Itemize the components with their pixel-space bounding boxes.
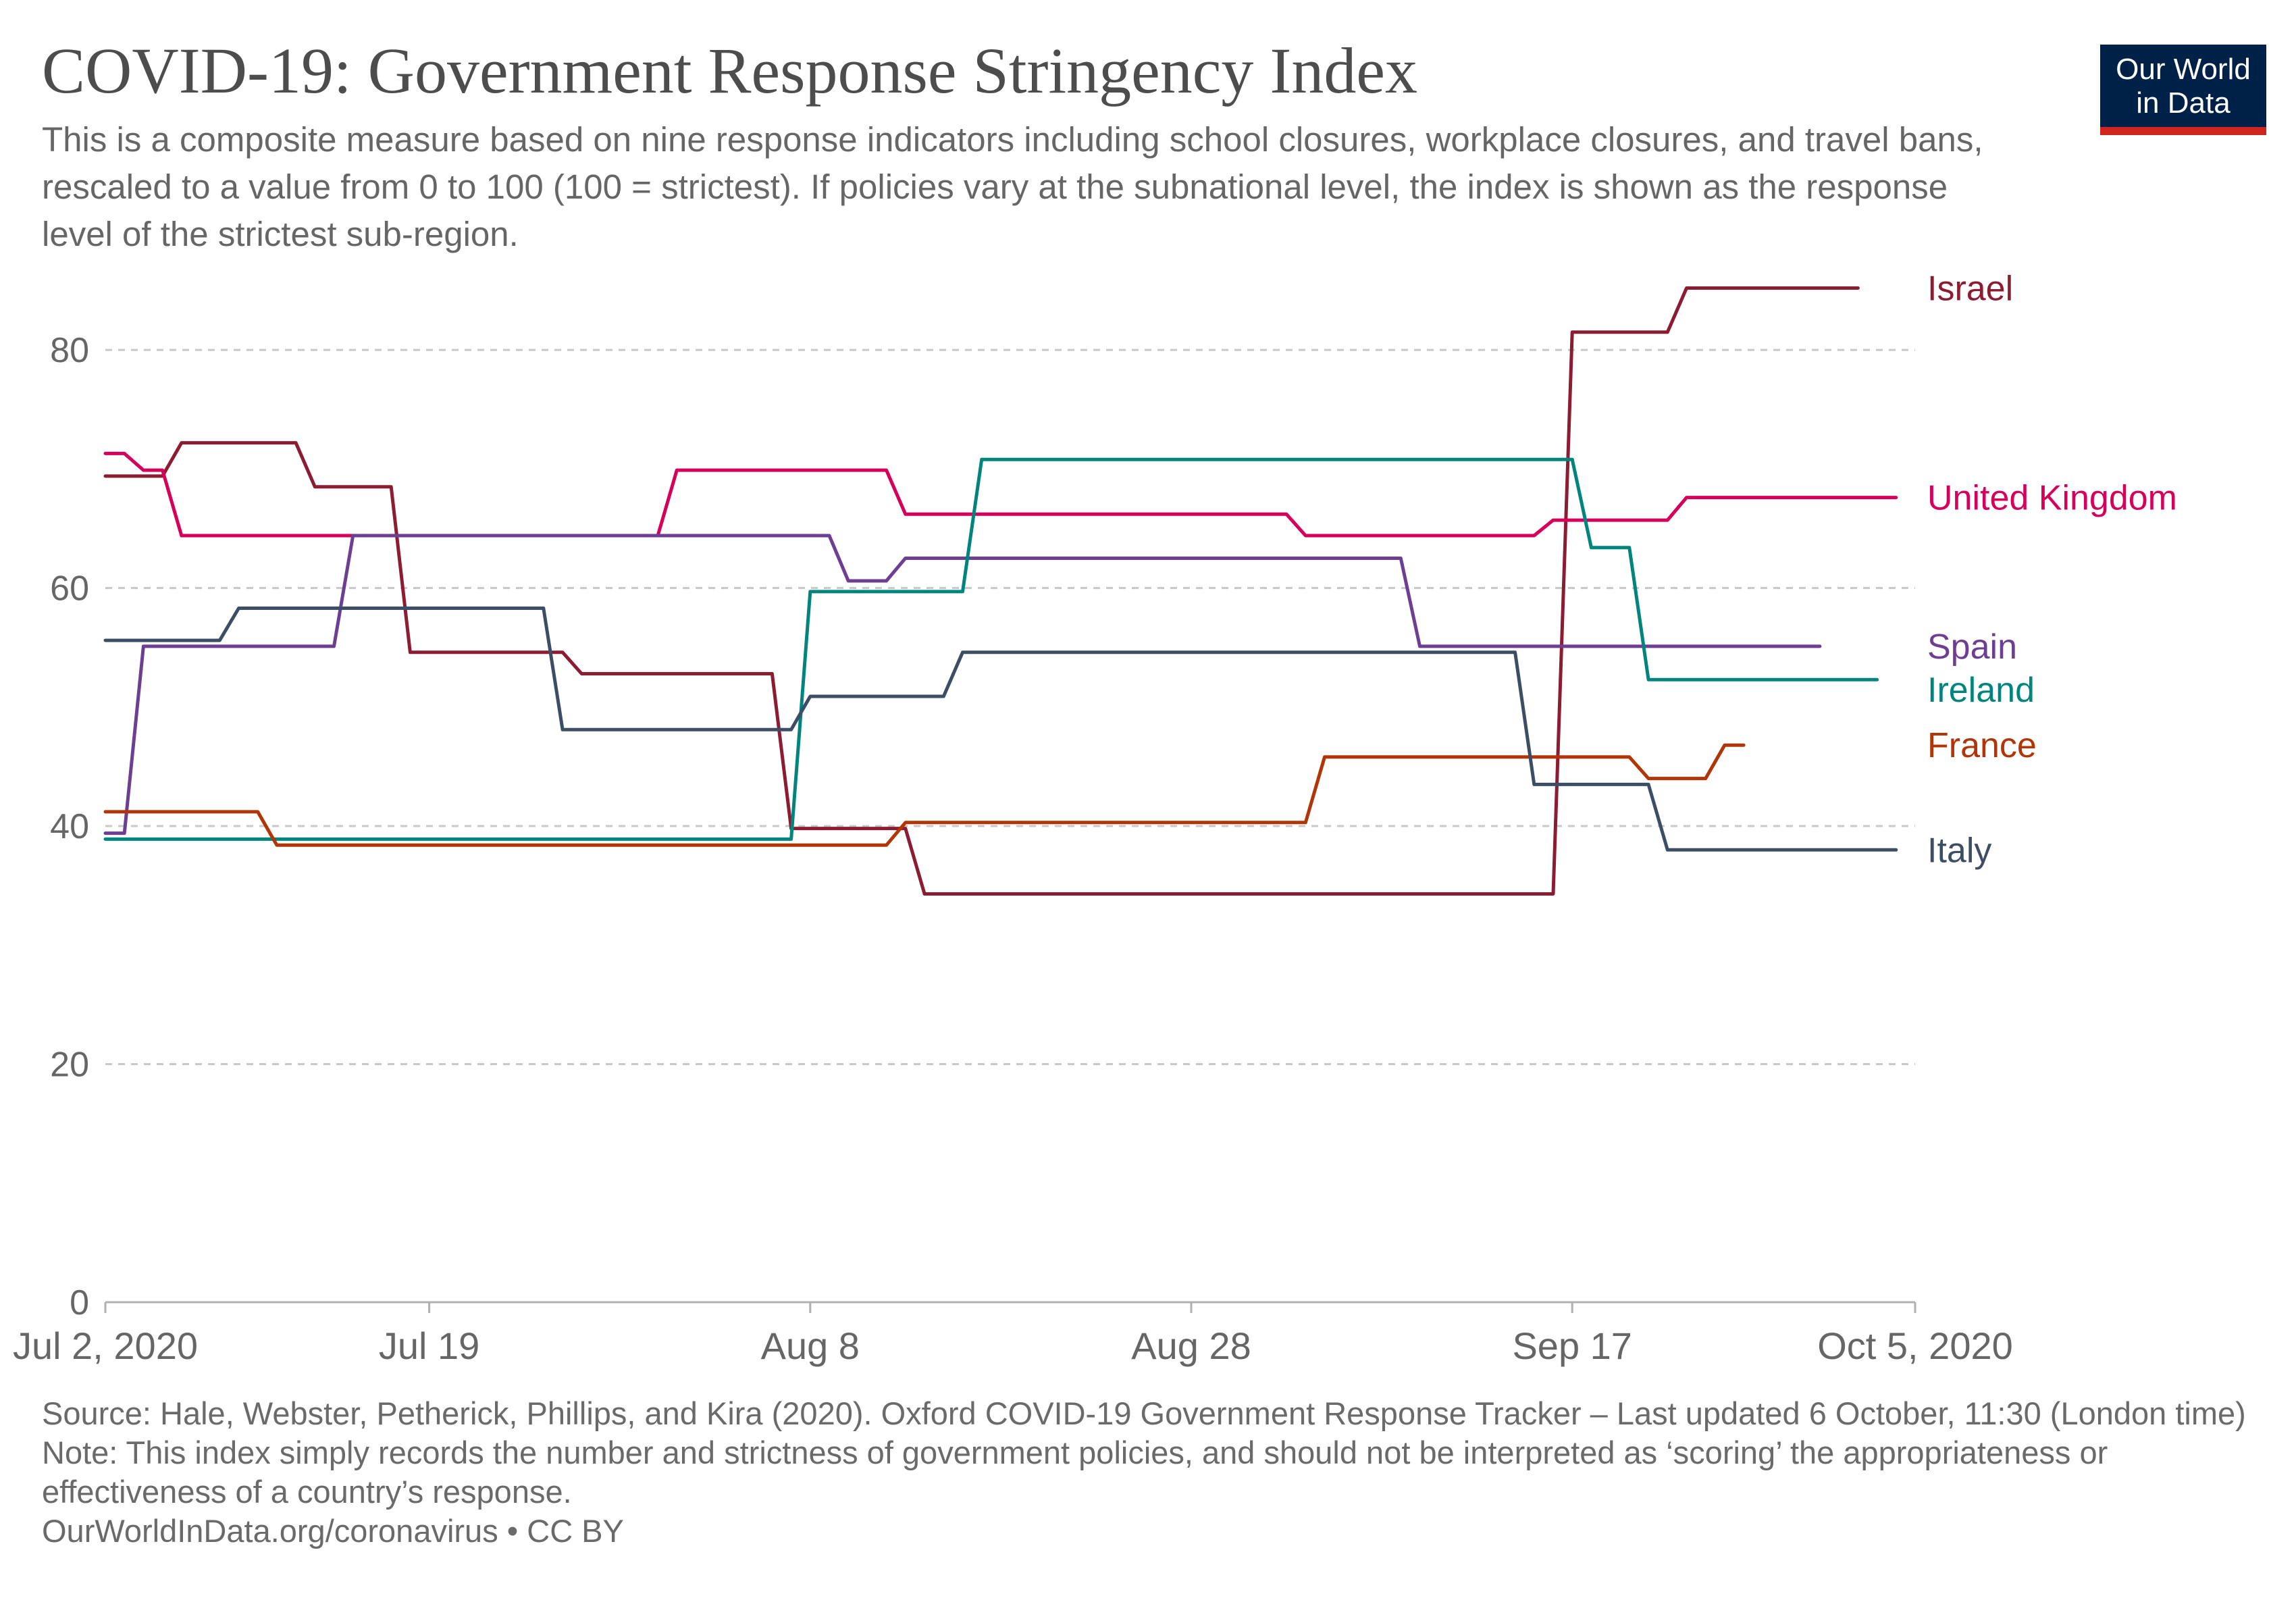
series-label-israel: Israel: [1927, 269, 2013, 308]
series-line-italy: [103, 607, 1898, 852]
source-note: Source: Hale, Webster, Petherick, Philli…: [42, 1395, 2246, 1431]
gridlines: [105, 349, 1915, 1066]
chart-subtitle: This is a composite measure based on nin…: [42, 120, 1983, 253]
x-tick-label: Aug 28: [1131, 1324, 1251, 1367]
x-tick-label: Oct 5, 2020: [1817, 1324, 2013, 1367]
series-lines: [103, 286, 1898, 896]
series-label-italy: Italy: [1927, 831, 1991, 870]
series-labels: Israel United Kingdom Spain Ireland France It…: [1927, 269, 2177, 870]
series-label-united-kingdom: United Kingdom: [1927, 479, 2177, 518]
methodology-note: Note: This index simply records the numb…: [42, 1435, 2108, 1510]
attribution-link[interactable]: OurWorldInData.org/coronavirus • CC BY: [42, 1513, 624, 1549]
series-line-ireland: [103, 457, 1879, 841]
logo-line-1: Our World: [2116, 53, 2251, 86]
footer: Source: Hale, Webster, Petherick, Philli…: [42, 1394, 2264, 1551]
series-line-spain: [103, 534, 1822, 835]
x-tick-label: Aug 8: [761, 1324, 860, 1367]
y-tick-label: 0: [70, 1283, 89, 1322]
y-tick-label: 80: [50, 331, 89, 370]
x-tick-label: Jul 2, 2020: [13, 1324, 198, 1367]
series-label-ireland: Ireland: [1927, 671, 2035, 710]
y-tick-label: 20: [50, 1046, 89, 1085]
chart-title: COVID-19: Government Response Stringency…: [42, 34, 1417, 107]
x-tick-label: Sep 17: [1512, 1324, 1632, 1367]
logo-line-2: in Data: [2136, 86, 2230, 120]
y-tick-label: 60: [50, 569, 89, 609]
series-line-israel: [103, 286, 1860, 896]
y-tick-label: 40: [50, 807, 89, 846]
series-line-france: [103, 743, 1746, 847]
series-line-united-kingdom: [103, 451, 1898, 538]
series-label-france: France: [1927, 726, 2037, 765]
series-label-spain: Spain: [1927, 627, 2017, 667]
x-tick-label: Jul 19: [379, 1324, 479, 1367]
axes: 0 20 40 60 80 Jul 2, 2020 Jul 19 Aug 8 Aug 28 Sep…: [13, 331, 2013, 1367]
owid-logo[interactable]: Our World in Data: [2100, 45, 2266, 135]
